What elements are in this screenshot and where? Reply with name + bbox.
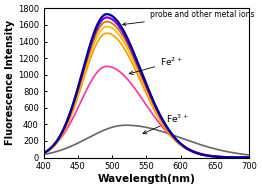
Text: Fe$^{3+}$: Fe$^{3+}$ bbox=[143, 112, 188, 134]
Y-axis label: Fluorescence Intensity: Fluorescence Intensity bbox=[5, 20, 15, 146]
Text: Fe$^{2+}$: Fe$^{2+}$ bbox=[129, 56, 183, 74]
Text: probe and other metal ions: probe and other metal ions bbox=[123, 11, 254, 26]
X-axis label: Wavelength(nm): Wavelength(nm) bbox=[97, 174, 195, 184]
